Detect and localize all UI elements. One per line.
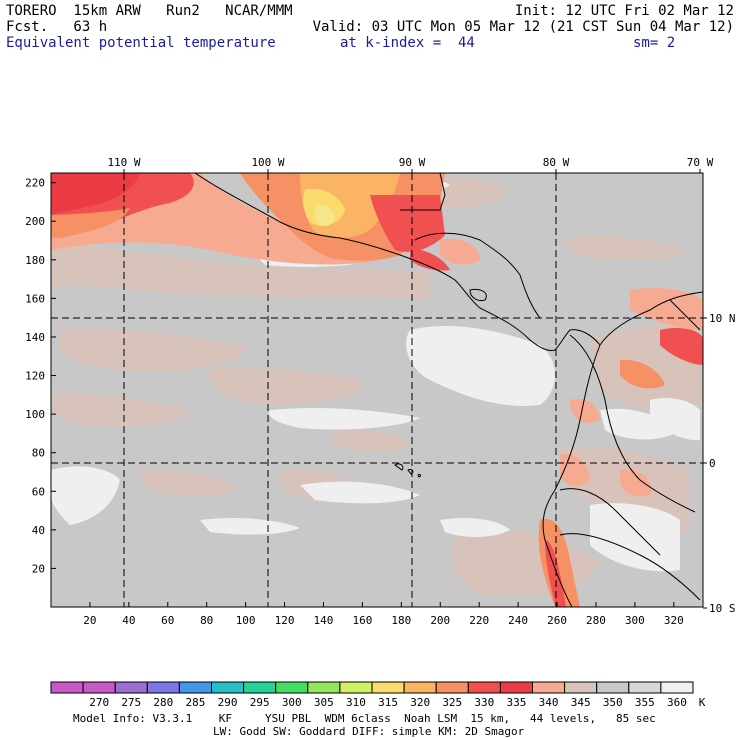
legend-label: 270	[89, 696, 109, 709]
x-tick-label: 20	[83, 614, 96, 627]
legend-label: 335	[507, 696, 527, 709]
x-tick-label: 80	[200, 614, 213, 627]
y-axis: 20 40 60 80 100 120 140 160 180 200 220	[25, 177, 56, 575]
x-tick-label: 280	[586, 614, 606, 627]
y-tick-label: 40	[32, 524, 45, 537]
lon-label: 80 W	[543, 156, 570, 169]
x-tick-label: 40	[122, 614, 135, 627]
legend-swatch	[435, 681, 469, 694]
legend-swatch	[243, 681, 277, 694]
valid-time: Valid: 03 UTC Mon 05 Mar 12 (21 CST Sun …	[312, 19, 734, 35]
lon-label: 100 W	[251, 156, 284, 169]
legend-label: 330	[474, 696, 494, 709]
legend-label: 340	[539, 696, 559, 709]
y-tick-label: 120	[25, 370, 45, 383]
legend-label: 320	[410, 696, 430, 709]
theta-e-field	[51, 173, 703, 607]
x-tick-label: 180	[391, 614, 411, 627]
legend-unit: K	[699, 696, 706, 709]
plot-frame	[50, 172, 704, 608]
lon-label: 110 W	[107, 156, 140, 169]
legend-swatch	[50, 681, 84, 694]
legend-swatch	[178, 681, 212, 694]
y-tick-label: 160	[25, 292, 45, 305]
model-run-title: TORERO 15km ARW Run2 NCAR/MMM	[6, 3, 293, 19]
legend-label: 350	[603, 696, 623, 709]
y-tick-label: 100	[25, 408, 45, 421]
physics-info: LW: Godd SW: Goddard DIFF: simple KM: 2D…	[213, 725, 525, 738]
legend-label: 345	[571, 696, 591, 709]
legend-label: 305	[314, 696, 334, 709]
lat-label: 10 N	[709, 312, 736, 325]
legend-swatch	[339, 681, 373, 694]
legend-swatch	[275, 681, 309, 694]
lon-label: 70 W	[687, 156, 714, 169]
y-tick-label: 20	[32, 562, 45, 575]
x-tick-label: 120	[275, 614, 295, 627]
init-time: Init: 12 UTC Fri 02 Mar 12	[514, 3, 734, 19]
lat-label: 0	[709, 457, 716, 470]
legend-label: 300	[282, 696, 302, 709]
legend-label: 280	[153, 696, 173, 709]
x-tick-label: 100	[236, 614, 256, 627]
latitude-labels: 10 N 0 10 S	[703, 312, 736, 615]
legend-swatch	[82, 681, 116, 694]
x-tick-label: 160	[352, 614, 372, 627]
legend-label: 315	[378, 696, 398, 709]
legend-label: 275	[121, 696, 141, 709]
y-tick-label: 80	[32, 447, 45, 460]
legend-label: 360	[667, 696, 687, 709]
legend-swatch	[467, 681, 501, 694]
legend-swatch	[660, 681, 694, 694]
legend-label: 285	[186, 696, 206, 709]
field-name: Equivalent potential temperature	[6, 35, 276, 51]
legend-swatch	[403, 681, 437, 694]
color-legend: 270 275 280 285 290 295 300 305 310 315 320 325 330 3…	[50, 681, 706, 709]
lat-label: 10 S	[709, 602, 736, 615]
y-tick-label: 60	[32, 485, 45, 498]
level-index: at k-index = 44	[340, 35, 475, 51]
smoothing-label: sm= 2	[633, 35, 676, 51]
legend-label: 355	[635, 696, 655, 709]
y-tick-label: 140	[25, 331, 45, 344]
legend-swatch	[146, 681, 180, 694]
y-tick-label: 180	[25, 254, 45, 267]
legend-swatch	[564, 681, 598, 694]
x-tick-label: 240	[508, 614, 528, 627]
legend-swatch	[211, 681, 245, 694]
legend-swatch	[307, 681, 341, 694]
x-tick-label: 300	[625, 614, 645, 627]
legend-swatch	[628, 681, 662, 694]
legend-swatch	[596, 681, 630, 694]
x-tick-label: 140	[314, 614, 334, 627]
forecast-hour: Fcst. 63 h	[6, 19, 108, 35]
legend-swatch	[499, 681, 533, 694]
legend-swatch	[114, 681, 148, 694]
y-tick-label: 200	[25, 215, 45, 228]
x-tick-label: 60	[161, 614, 174, 627]
coastlines	[194, 173, 703, 607]
lon-label: 90 W	[399, 156, 426, 169]
model-info: Model Info: V3.3.1 KF YSU PBL WDM 6class…	[73, 712, 656, 725]
legend-swatch	[532, 681, 566, 694]
legend-swatch	[371, 681, 405, 694]
x-tick-label: 200	[430, 614, 450, 627]
longitude-labels: 110 W 100 W 90 W 80 W 70 W	[107, 156, 714, 173]
legend-label: 310	[346, 696, 366, 709]
legend-label: 295	[250, 696, 270, 709]
x-tick-label: 260	[547, 614, 567, 627]
legend-label: 325	[442, 696, 462, 709]
graticule	[51, 173, 703, 607]
legend-label: 290	[218, 696, 238, 709]
x-axis: 20 40 60 80 100 120 140 160 180 200 220 240 260 280 30…	[83, 602, 684, 627]
y-tick-label: 220	[25, 177, 45, 190]
x-tick-label: 220	[469, 614, 489, 627]
x-tick-label: 320	[664, 614, 684, 627]
